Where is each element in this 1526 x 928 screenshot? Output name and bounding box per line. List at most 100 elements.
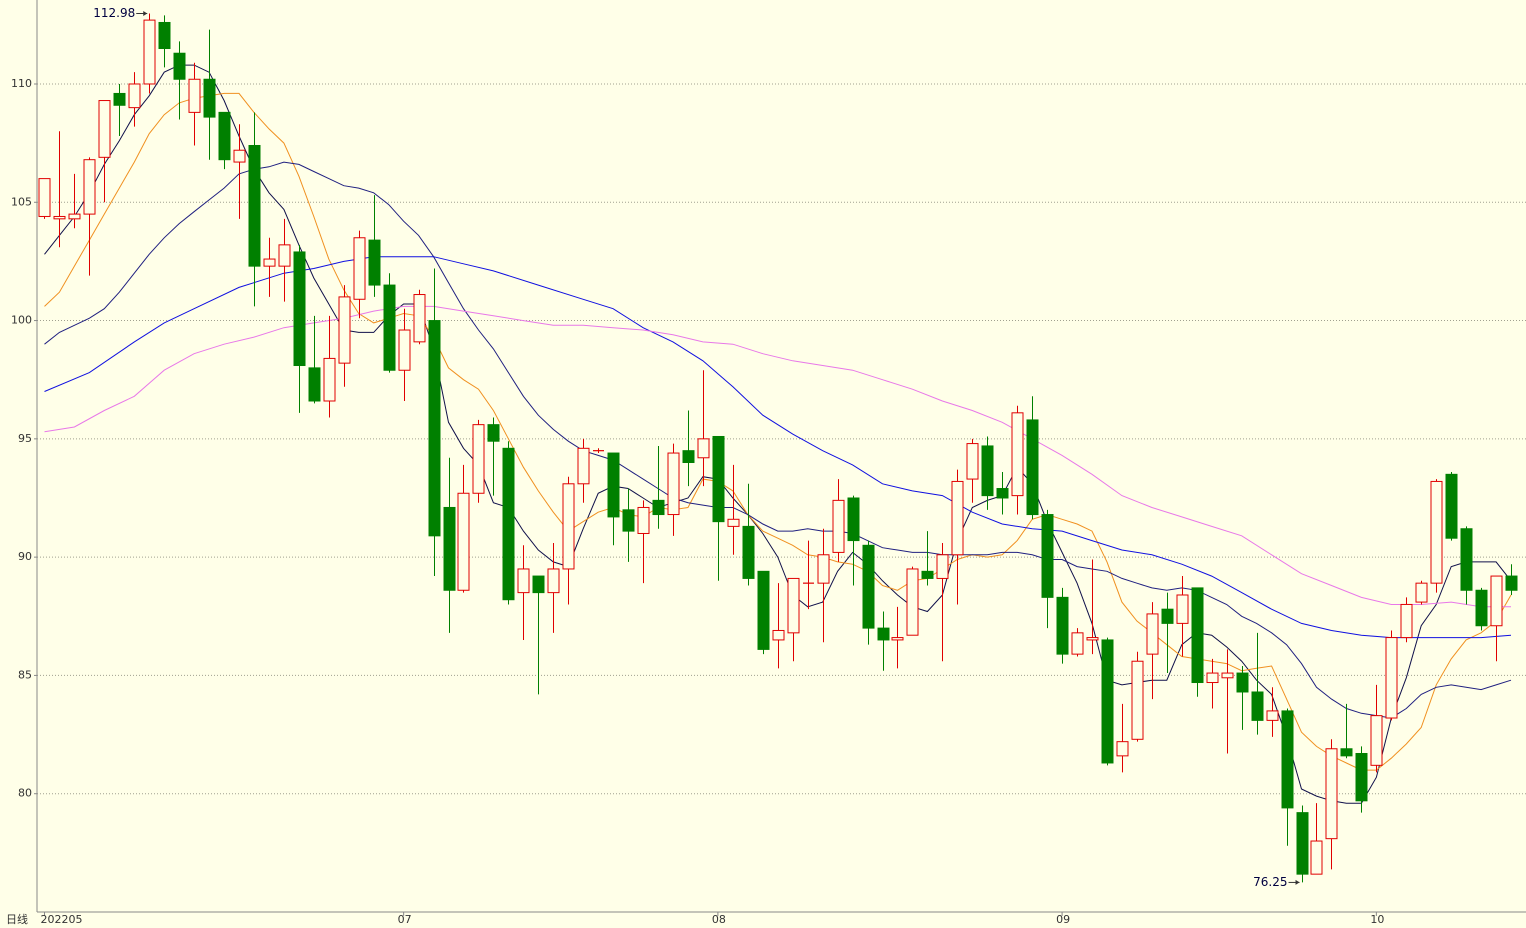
candle-body xyxy=(98,100,111,158)
candle-body xyxy=(562,483,575,570)
candle-body xyxy=(113,92,126,106)
y-tick-label: 95 xyxy=(18,432,32,445)
candle-layer xyxy=(38,13,1518,883)
candle-body xyxy=(368,239,381,286)
candle-body xyxy=(1445,473,1458,539)
y-tick-label: 80 xyxy=(18,787,32,800)
candle-body xyxy=(1071,632,1084,655)
candle-body xyxy=(1161,608,1174,624)
candle-body xyxy=(1325,748,1338,840)
candle-body xyxy=(1116,741,1129,757)
candle-body xyxy=(517,568,530,594)
candle-body xyxy=(203,78,216,118)
candle-body xyxy=(981,445,994,497)
candle-body xyxy=(727,518,740,527)
period-label: 日线 xyxy=(6,912,28,926)
candle-body xyxy=(787,577,800,634)
candle-body xyxy=(1221,672,1234,679)
candle-body xyxy=(1086,637,1099,641)
candle-body xyxy=(682,450,695,464)
candle-body xyxy=(278,244,291,267)
candle-body xyxy=(1310,840,1323,875)
candle-body xyxy=(248,144,261,267)
candle-body xyxy=(1415,582,1428,603)
candle-body xyxy=(996,488,1009,499)
candle-body xyxy=(1041,514,1054,598)
x-tick-label: 08 xyxy=(712,913,726,926)
moving-average-line xyxy=(44,161,1512,719)
moving-average-line xyxy=(44,305,1511,608)
candle-body xyxy=(1370,715,1383,766)
candle-body xyxy=(667,452,680,516)
annotation-arrowhead xyxy=(1295,879,1300,885)
candle-body xyxy=(1430,480,1443,584)
candle-body xyxy=(338,296,351,364)
candle-body xyxy=(188,78,201,113)
candle-body xyxy=(1236,672,1249,693)
candle-body xyxy=(1026,419,1039,516)
candle-body xyxy=(1131,660,1144,740)
candle-body xyxy=(772,629,785,641)
annotation-label: 76.25 xyxy=(1253,875,1287,889)
candle-body xyxy=(1340,748,1353,757)
grid-layer xyxy=(34,83,1526,916)
candle-body xyxy=(1206,672,1219,684)
candle-body xyxy=(1146,613,1159,655)
candle-body xyxy=(607,452,620,518)
x-tick-label: 07 xyxy=(398,913,412,926)
candle-body xyxy=(906,568,919,636)
candle-body xyxy=(936,554,949,579)
candle-body xyxy=(263,258,276,267)
candle-body xyxy=(218,111,231,161)
candle-body xyxy=(143,19,156,85)
y-tick-label: 85 xyxy=(18,668,32,681)
candle-body xyxy=(1475,589,1488,627)
candle-body xyxy=(173,52,186,80)
candle-body xyxy=(233,149,246,163)
moving-average-line xyxy=(44,92,1512,771)
y-tick-label: 90 xyxy=(18,550,32,563)
candle-body xyxy=(293,251,306,367)
annotation-label: 112.98 xyxy=(93,6,135,20)
candle-body xyxy=(532,575,545,594)
label-layer: 80 85 90 95 100 105 110 202205 07 08 09 10 112.98 76.… xyxy=(11,6,1384,926)
candle-body xyxy=(383,284,396,371)
candle-body xyxy=(1266,710,1279,721)
candle-body xyxy=(1191,587,1204,684)
candle-body xyxy=(128,83,141,109)
moving-average-line xyxy=(44,256,1512,639)
candle-body xyxy=(413,294,426,343)
candle-body xyxy=(38,178,51,217)
candle-body xyxy=(637,506,650,534)
candle-body xyxy=(652,499,665,516)
y-tick-label: 100 xyxy=(11,314,32,327)
candle-body xyxy=(742,525,755,579)
candle-body xyxy=(697,438,710,459)
candle-body xyxy=(862,544,875,629)
candle-body xyxy=(577,447,590,485)
candle-body xyxy=(622,509,635,532)
candle-body xyxy=(951,480,964,556)
candle-body xyxy=(308,367,321,402)
candle-body xyxy=(502,447,515,601)
candle-body xyxy=(847,497,860,542)
candle-body xyxy=(891,637,904,641)
candle-body xyxy=(966,443,979,480)
candle-body xyxy=(428,320,441,537)
candle-body xyxy=(547,568,560,594)
candle-body xyxy=(817,554,830,584)
candle-body xyxy=(1101,639,1114,764)
candle-body xyxy=(443,506,456,591)
candle-body xyxy=(1251,691,1264,721)
candle-body xyxy=(1400,603,1413,639)
candle-body xyxy=(158,21,171,49)
candle-body xyxy=(353,237,366,300)
y-tick-label: 110 xyxy=(11,77,32,90)
candle-body xyxy=(921,570,934,579)
candle-body xyxy=(1056,596,1069,655)
candle-body xyxy=(877,627,890,641)
candle-body xyxy=(398,329,411,371)
candle-body xyxy=(757,570,770,650)
